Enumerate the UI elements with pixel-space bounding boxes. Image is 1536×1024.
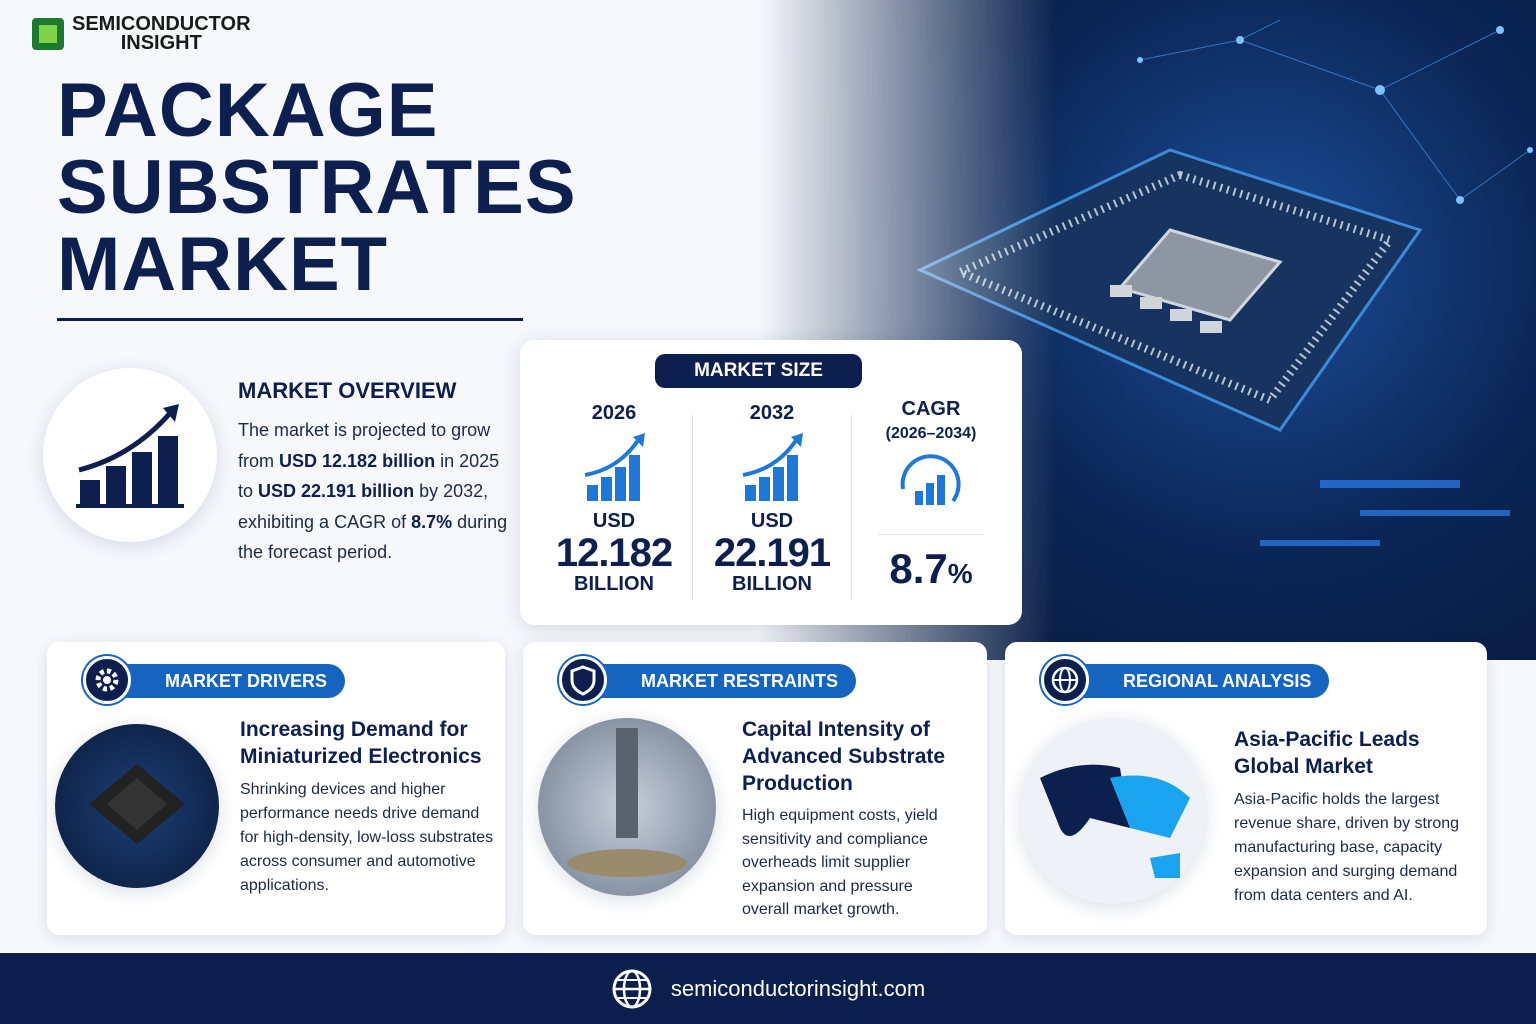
- restraint-image: [538, 718, 716, 896]
- year: 2026: [591, 402, 637, 424]
- logo-line: INSIGHT: [120, 32, 202, 54]
- world-map: [1020, 718, 1206, 904]
- text: The market is projected to grow from: [238, 420, 491, 471]
- card-tag: MARKET RESTRAINTS: [583, 664, 856, 698]
- divider: [851, 415, 852, 600]
- globe-icon: [1041, 656, 1089, 704]
- year: 2032: [749, 402, 795, 424]
- restraints-card: MARKET RESTRAINTS Capital Intensity of Ad…: [523, 642, 987, 935]
- title-line: Global Market: [1234, 755, 1373, 778]
- highlight: USD 12.182 billion: [279, 450, 436, 471]
- card-tag: REGIONAL ANALYSIS: [1065, 664, 1330, 698]
- card-body: Shrinking devices and higher performance…: [240, 781, 494, 894]
- cagr-label: CAGR: [901, 398, 961, 420]
- cagr-value: 8.7: [889, 545, 948, 592]
- growth-icon: [76, 404, 184, 508]
- cagr-unit: %: [947, 558, 973, 589]
- text: during the forecast period.: [238, 511, 508, 563]
- drivers-card: MARKET DRIVERS Increasing Demand for Mini…: [47, 642, 505, 935]
- overview-text: The market is projected to grow from USD…: [238, 415, 513, 568]
- highlight: 8.7%: [411, 511, 453, 532]
- chip-illustration: [916, 19, 1533, 546]
- logo-icon: [32, 18, 64, 50]
- title-line: Capital Intensity of: [742, 718, 930, 741]
- currency: USD: [750, 510, 794, 532]
- value: 22.191: [713, 531, 831, 575]
- gear-icon: [83, 656, 131, 704]
- logo: SEMICONDUCTOR INSIGHT: [30, 13, 251, 54]
- website-link[interactable]: semiconductorinsight.com: [670, 975, 926, 1001]
- unit: BILLION: [574, 573, 654, 595]
- divider: [878, 534, 984, 535]
- cagr-icon: [900, 454, 961, 505]
- title-rule: [57, 318, 523, 321]
- unit: BILLION: [732, 573, 812, 595]
- card-title: Asia-Pacific Leads Global Market: [1234, 726, 1420, 780]
- value: 12.182: [555, 531, 673, 575]
- title: PACKAGE SUBSTRATES MARKET: [57, 72, 577, 303]
- logo-text: SEMICONDUCTOR INSIGHT: [72, 13, 251, 54]
- card-title: Increasing Demand for Miniaturized Electr…: [240, 716, 482, 770]
- highlight: USD 22.191 billion: [258, 481, 415, 501]
- card-tag: MARKET DRIVERS: [107, 664, 346, 698]
- divider: [692, 415, 693, 600]
- regional-card: REGIONAL ANALYSIS Asia-Pacific Leads Glob…: [1005, 642, 1487, 935]
- title-line: Asia-Pacific Leads: [1234, 728, 1420, 751]
- cagr-column: CAGR (2026–2034) 8.7%: [856, 398, 1006, 593]
- size-column: 2026 USD 12.182 BILLION: [539, 402, 689, 596]
- title-line: SUBSTRATES: [57, 145, 577, 230]
- overview-heading: MARKET OVERVIEW: [238, 378, 457, 403]
- title-line: Increasing Demand for: [240, 718, 468, 741]
- bar-icon: [584, 433, 645, 501]
- title-line: Advanced Substrate: [742, 745, 946, 768]
- market-size-heading: MARKET SIZE: [655, 354, 862, 388]
- title-line: PACKAGE: [57, 68, 439, 153]
- shield-icon: [559, 656, 607, 704]
- currency: USD: [592, 510, 636, 532]
- cagr-period: (2026–2034): [885, 425, 977, 442]
- text: by 2032, exhibiting a CAGR of: [238, 481, 489, 532]
- globe-icon: [612, 969, 652, 1008]
- logo-line: SEMICONDUCTOR: [72, 13, 251, 35]
- text: in 2025 to: [238, 450, 500, 502]
- title-line: Miniaturized Electronics: [240, 745, 482, 768]
- driver-image: [55, 724, 219, 888]
- card-body: High equipment costs, yield sensitivity …: [742, 807, 938, 918]
- overview-icon: [43, 368, 217, 542]
- card-title: Capital Intensity of Advanced Substrate Pr…: [742, 716, 945, 797]
- card-body: Asia-Pacific holds the largest revenue s…: [1234, 791, 1460, 904]
- size-column: 2032 USD 22.191 BILLION: [697, 402, 847, 596]
- title-line: MARKET: [57, 222, 389, 307]
- bar-icon: [742, 433, 803, 501]
- title-line: Production: [742, 772, 853, 795]
- footer: semiconductorinsight.com: [0, 953, 1536, 1024]
